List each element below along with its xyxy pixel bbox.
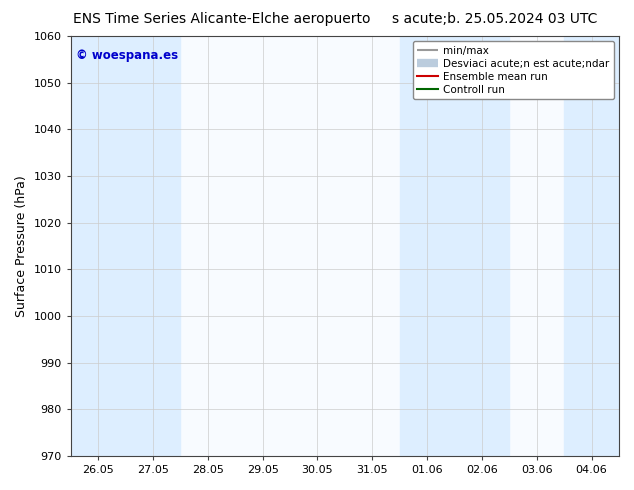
Bar [71,36,126,456]
Text: ENS Time Series Alicante-Elche aeropuerto: ENS Time Series Alicante-Elche aeropuert… [73,12,371,26]
Y-axis label: Surface Pressure (hPa): Surface Pressure (hPa) [15,175,28,317]
Text: s acute;b. 25.05.2024 03 UTC: s acute;b. 25.05.2024 03 UTC [392,12,597,26]
Bar [126,36,180,456]
Bar [399,36,455,456]
Bar [455,36,509,456]
Text: © woespana.es: © woespana.es [76,49,178,62]
Legend: min/max, Desviaci acute;n est acute;ndar, Ensemble mean run, Controll run: min/max, Desviaci acute;n est acute;ndar… [413,41,614,99]
Bar [564,36,619,456]
